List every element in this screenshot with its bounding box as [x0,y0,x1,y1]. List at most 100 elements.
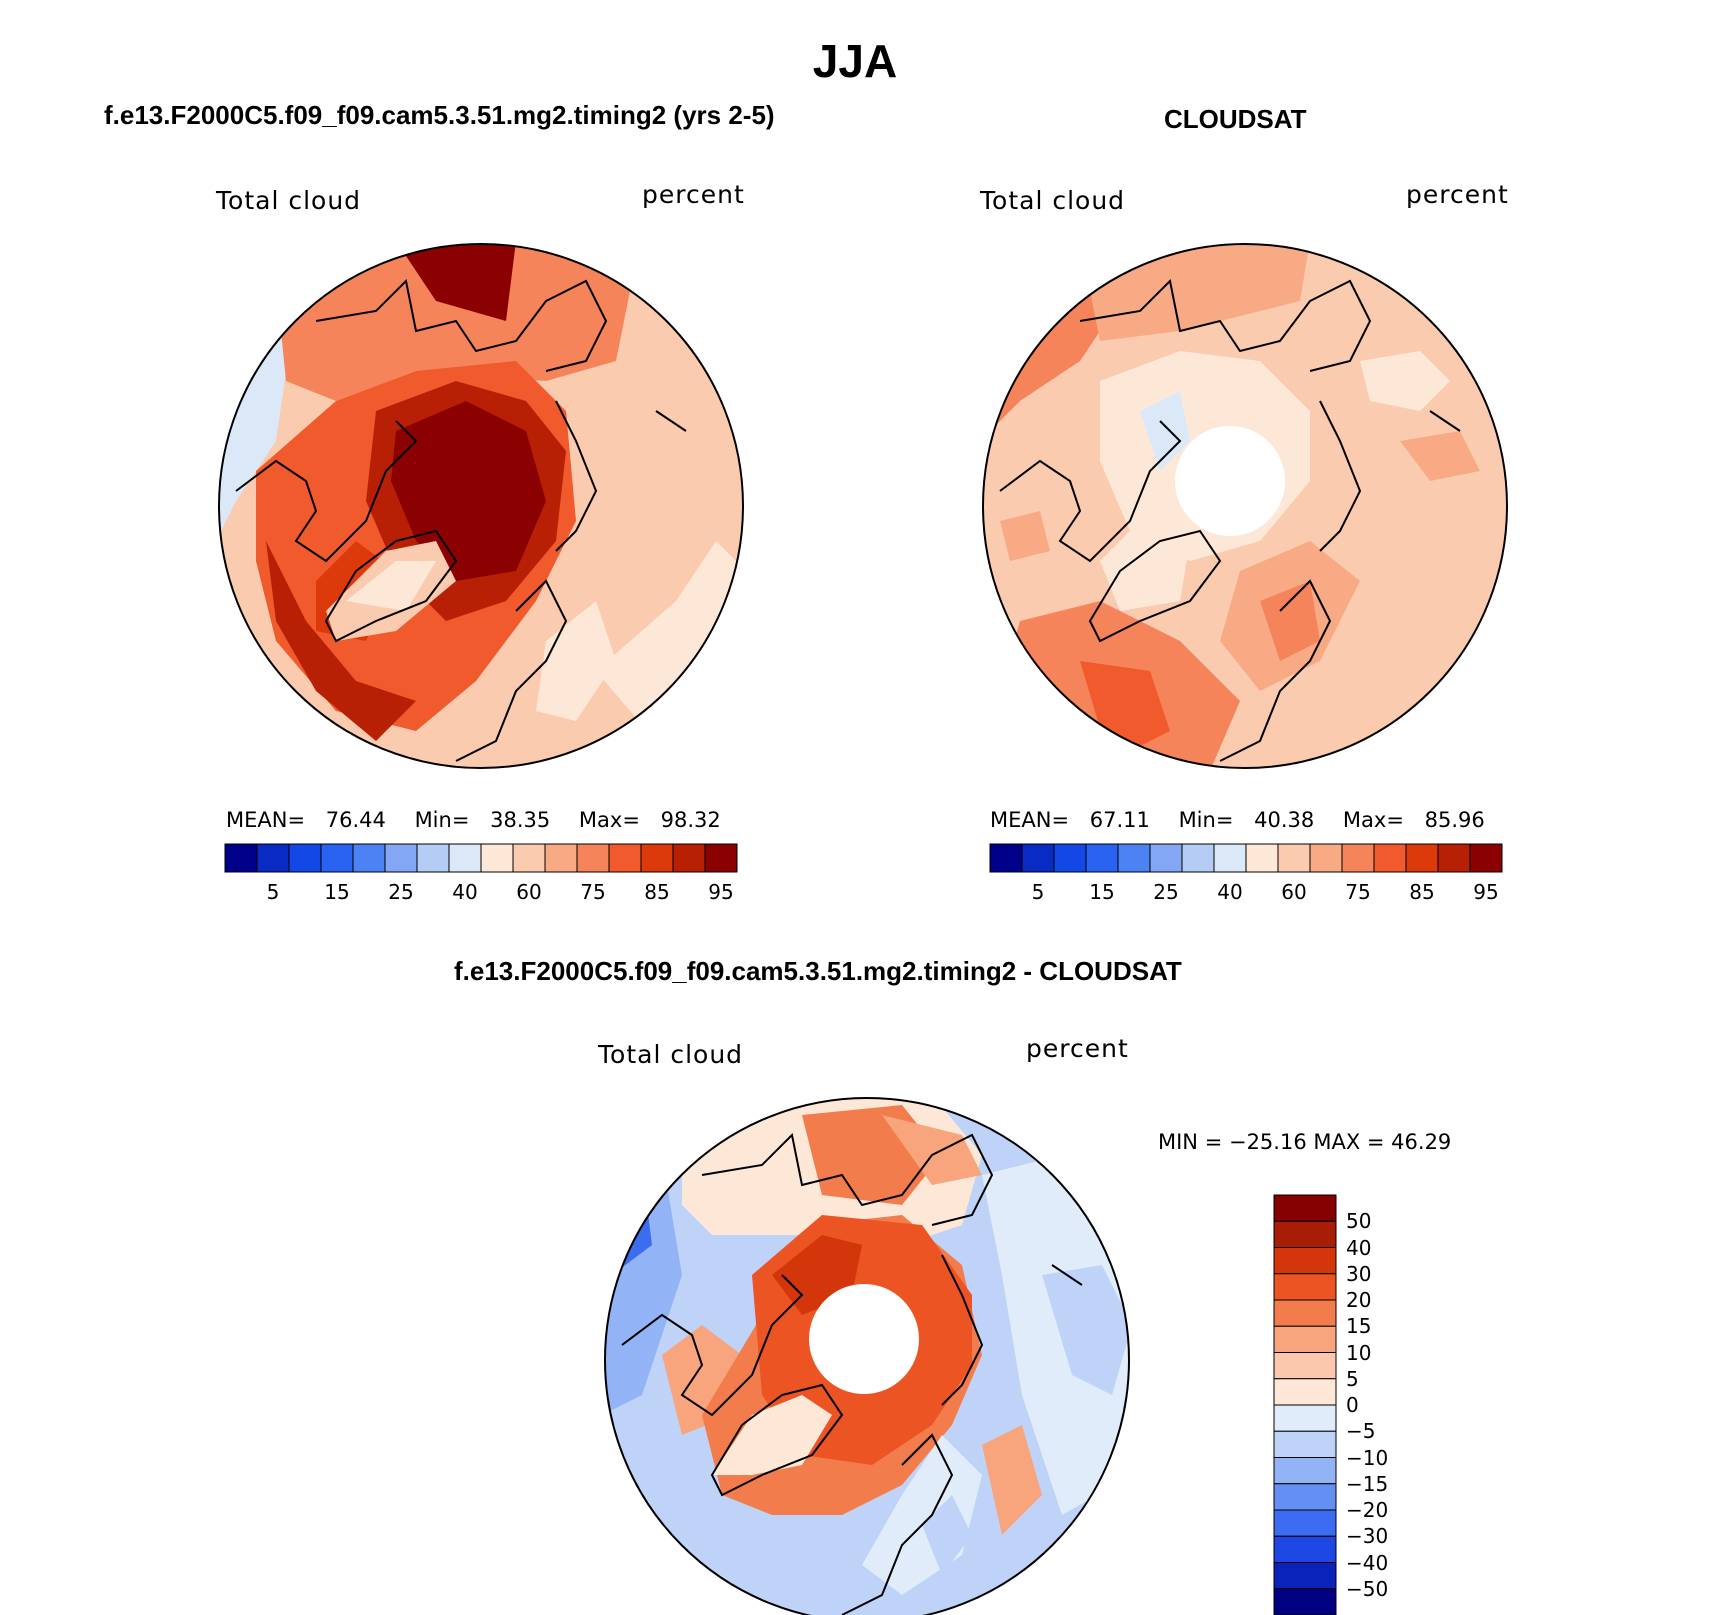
colorbar-tick-label: 50 [1346,1209,1372,1234]
colorbar-tick-label: 40 [1346,1235,1372,1260]
panel2-colorbar-ticks: 5 15 25 40 60 75 85 95 [990,880,1502,906]
colorbar-tick-label: 95 [1473,880,1499,904]
panel1-mean-label: MEAN= [226,808,306,832]
colorbar-tick-label: 5 [266,880,280,904]
colorbar-swatch [448,843,482,873]
colorbar-swatch [1273,1404,1337,1432]
colorbar-tick-label: 85 [644,880,670,904]
colorbar-tick-label: −15 [1346,1471,1389,1496]
colorbar-swatch [320,843,354,873]
colorbar-swatch [416,843,450,873]
panel2-units-label: percent [1406,180,1509,209]
panel2-min-value: 40.38 [1254,808,1315,832]
colorbar-swatch [1273,1325,1337,1353]
panel2-mean-label: MEAN= [990,808,1070,832]
panel1-subtitle: f.e13.F2000C5.f09_f09.cam5.3.51.mg2.timi… [104,100,775,130]
colorbar-swatch [1273,1378,1337,1406]
colorbar-swatch [1373,843,1407,873]
colorbar-swatch [1085,843,1119,873]
colorbar-tick-label: 0 [1346,1393,1359,1417]
colorbar-swatch [1273,1430,1337,1458]
colorbar-tick-label: 75 [580,880,606,904]
colorbar-tick-label: 25 [1153,880,1179,904]
colorbar-tick-label: 5 [1031,880,1045,904]
colorbar-swatch [384,843,418,873]
colorbar-swatch [512,843,546,873]
colorbar-swatch [1181,843,1215,873]
colorbar-swatch [1117,843,1151,873]
panel2-mean-value: 67.11 [1089,808,1150,832]
panel2-polar-map [982,243,1508,769]
panel1-stats: MEAN= 76.44 Min= 38.35 Max= 98.32 [226,808,721,832]
colorbar-tick-label: −50 [1346,1576,1389,1601]
panel2-min-label: Min= [1178,808,1234,832]
colorbar-swatch [1273,1509,1337,1537]
colorbar-swatch [576,843,610,873]
colorbar-swatch [1149,843,1183,873]
colorbar-tick-label: −30 [1346,1524,1389,1549]
colorbar-swatch [608,843,642,873]
colorbar-tick-label: 15 [1089,880,1115,904]
colorbar-swatch [1437,843,1471,873]
panel1-min-label: Min= [414,808,470,832]
colorbar-swatch [672,843,706,873]
colorbar-tick-label: 95 [708,880,734,904]
colorbar-tick-label: 25 [388,880,414,904]
panel3-polar-map [604,1097,1130,1615]
panel1-mean-value: 76.44 [325,808,386,832]
panel3-variable-label: Total cloud [598,1040,744,1069]
panel2-colorbar [989,843,1503,873]
colorbar-swatch [1273,1220,1337,1248]
colorbar-swatch [544,843,578,873]
colorbar-tick-label: −5 [1346,1419,1376,1444]
panel3-subtitle: f.e13.F2000C5.f09_f09.cam5.3.51.mg2.timi… [454,956,1182,986]
colorbar-swatch [1053,843,1087,873]
colorbar-swatch [1273,1194,1337,1222]
colorbar-swatch [1273,1562,1337,1590]
colorbar-swatch [1341,843,1375,873]
colorbar-tick-label: 5 [1346,1366,1359,1391]
colorbar-swatch [1273,1457,1337,1485]
colorbar-tick-label: 20 [1346,1288,1372,1312]
panel1-min-value: 38.35 [490,808,551,832]
colorbar-swatch [1277,843,1311,873]
panel1-colorbar-ticks: 5 15 25 40 60 75 85 95 [225,880,737,906]
colorbar-tick-label: 10 [1346,1340,1372,1365]
colorbar-tick-label: 15 [1346,1314,1372,1339]
colorbar-swatch [1273,1588,1337,1615]
panel3-colorbar [1273,1194,1337,1615]
colorbar-swatch [1021,843,1055,873]
colorbar-swatch [1245,843,1279,873]
panel3-units-label: percent [1026,1034,1129,1063]
colorbar-swatch [1273,1299,1337,1327]
panel1-polar-map [218,243,744,769]
main-title: JJA [812,35,898,87]
colorbar-swatch [989,843,1023,873]
colorbar-tick-label: −10 [1346,1445,1389,1470]
colorbar-tick-label: 60 [516,880,542,904]
colorbar-swatch [1273,1273,1337,1301]
colorbar-tick-label: 40 [452,880,478,904]
colorbar-swatch [1273,1483,1337,1511]
colorbar-swatch [1469,843,1503,873]
panel3-minmax: MIN = −25.16 MAX = 46.29 [1158,1130,1452,1154]
colorbar-swatch [1213,843,1247,873]
colorbar-swatch [480,843,514,873]
panel1-units-label: percent [642,180,745,209]
colorbar-tick-label: 30 [1346,1261,1372,1286]
colorbar-swatch [1273,1247,1337,1275]
colorbar-tick-label: 75 [1345,880,1371,904]
colorbar-swatch [1309,843,1343,873]
colorbar-tick-label: 60 [1281,880,1307,904]
colorbar-swatch [256,843,290,873]
panel2-subtitle: CLOUDSAT [1164,104,1307,134]
panel2-max-label: Max= [1342,808,1404,832]
panel1-colorbar [224,843,738,873]
panel2-max-value: 85.96 [1424,808,1485,832]
panel2-variable-label: Total cloud [980,186,1126,215]
colorbar-swatch [352,843,386,873]
panel1-max-label: Max= [578,808,640,832]
colorbar-swatch [1273,1352,1337,1380]
panel1-variable-label: Total cloud [216,186,362,215]
colorbar-swatch [288,843,322,873]
